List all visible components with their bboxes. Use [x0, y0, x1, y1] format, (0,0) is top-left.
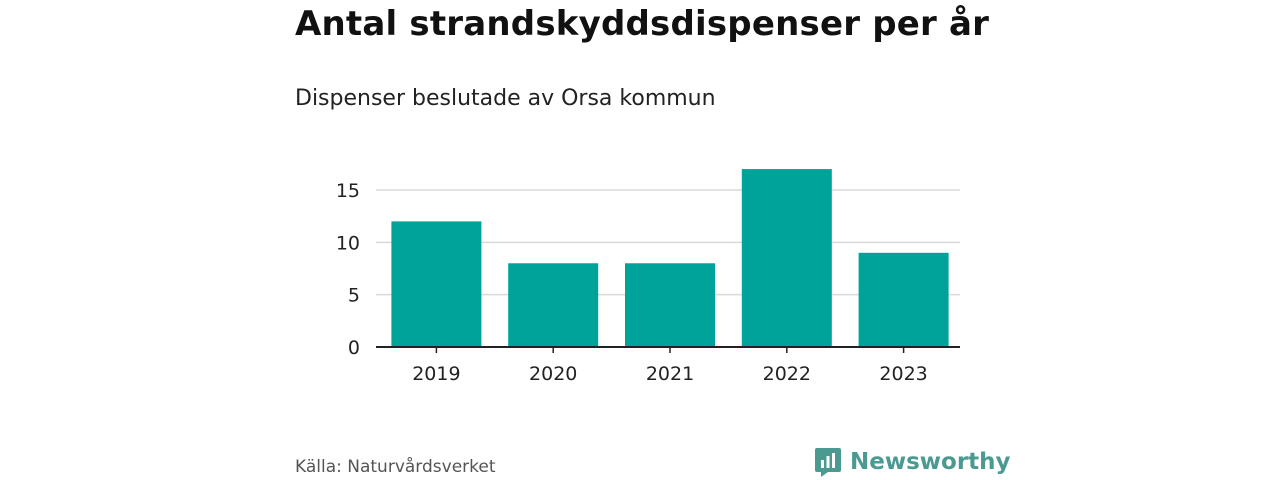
y-axis-ticks: 0 5 10 15: [336, 180, 360, 359]
chart-title: Antal strandskyddsdispenser per år: [295, 4, 990, 44]
bar-2019: [391, 221, 482, 347]
y-tick-label: 0: [348, 337, 360, 359]
x-axis-ticks: 2019 2020 2021 2022 2023: [412, 347, 928, 385]
bar-2023: [858, 252, 949, 347]
chart-subtitle: Dispenser beslutade av Orsa kommun: [295, 86, 716, 111]
bar-2022: [741, 169, 832, 347]
newsworthy-logo-icon: [815, 448, 841, 477]
x-tick-label: 2023: [879, 363, 927, 385]
brand-name: Newsworthy: [850, 449, 1011, 475]
x-tick-label: 2019: [412, 363, 460, 385]
x-tick-label: 2022: [763, 363, 811, 385]
bar-chart: 0 5 10 15 2019 2020 2021 2022 2023: [336, 169, 960, 385]
brand-logo: Newsworthy: [814, 446, 1011, 478]
bar-2021: [625, 263, 715, 347]
x-tick-label: 2021: [646, 363, 694, 385]
y-tick-label: 5: [348, 285, 360, 307]
y-tick-label: 15: [336, 180, 360, 202]
x-tick-label: 2020: [529, 363, 577, 385]
y-tick-label: 10: [336, 232, 360, 254]
source-note: Källa: Naturvårdsverket: [295, 457, 496, 477]
bar-2020: [508, 263, 599, 347]
bars: [391, 169, 949, 347]
